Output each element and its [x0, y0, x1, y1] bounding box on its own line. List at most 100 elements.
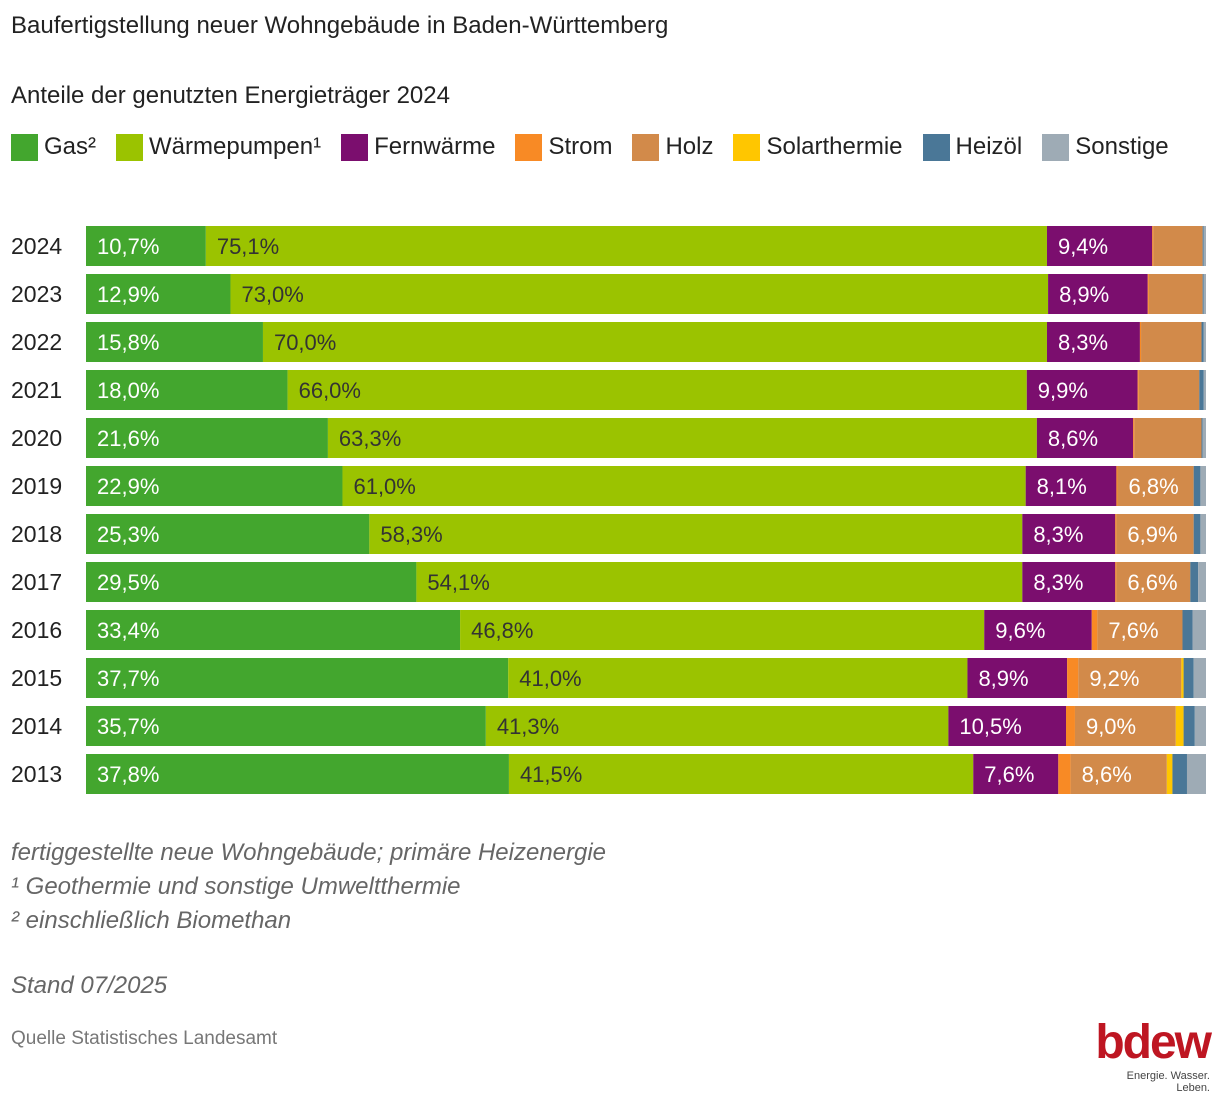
bar-segment	[1116, 514, 1194, 554]
bar-segment	[86, 706, 486, 746]
data-label: 61,0%	[353, 474, 415, 499]
logo-tagline: Energie. Wasser. Leben.	[1126, 1070, 1210, 1094]
footnote-scope: fertiggestellte neue Wohngebäude; primär…	[11, 839, 607, 866]
category-label: 2019	[11, 473, 62, 499]
bar-segment	[1194, 706, 1206, 746]
bar-segment	[1036, 418, 1134, 458]
legend-swatch	[116, 133, 144, 161]
bar-segment	[973, 754, 1059, 794]
bar-segment	[86, 754, 509, 794]
data-label: 41,5%	[520, 762, 582, 787]
bar-segment	[1115, 514, 1117, 554]
legend-swatch	[341, 133, 369, 161]
bar-segment	[1141, 322, 1202, 362]
legend-label: Wärmepumpen¹	[149, 133, 322, 160]
legend-item: Gas²	[11, 133, 96, 161]
bar-segment	[1183, 658, 1194, 698]
stacked-bar-chart: 2024 10,7% 75,1% 9,4% 2023 12,9% 73,0% 8,9% 2022…	[11, 226, 1206, 794]
bar-segment	[1046, 322, 1140, 362]
category-label: 2021	[11, 377, 62, 403]
data-label: 33,4%	[97, 618, 159, 643]
bar-segment	[1202, 226, 1204, 266]
legend-label: Holz	[665, 133, 714, 160]
data-label: 6,6%	[1127, 570, 1177, 595]
bar-segment	[1199, 370, 1204, 410]
legend-label: Fernwärme	[374, 133, 496, 160]
category-label: 2013	[11, 761, 62, 787]
data-label: 10,5%	[959, 714, 1021, 739]
legend-item: Heizöl	[922, 133, 1022, 161]
bar-segment	[1201, 418, 1203, 458]
bar-segment	[1116, 466, 1118, 506]
legend-item: Strom	[515, 133, 612, 161]
data-label: 8,9%	[978, 666, 1028, 691]
bdew-logo: bdew Energie. Wasser. Leben.	[1090, 1019, 1212, 1094]
category-label: 2022	[11, 329, 62, 355]
legend: Gas² Wärmepumpen¹ Fernwärme Strom Holz Solart…	[11, 133, 1201, 161]
bar-segment	[1192, 610, 1206, 650]
data-label: 10,7%	[97, 234, 159, 259]
data-label: 9,6%	[995, 618, 1045, 643]
bar-segment	[1166, 754, 1173, 794]
legend-label: Gas²	[44, 133, 97, 160]
data-label: 66,0%	[299, 378, 361, 403]
bar-segment	[369, 514, 1023, 554]
footnote-2: ² einschließlich Biomethan	[11, 907, 292, 934]
bar-segment	[1058, 754, 1071, 794]
bar-segment	[342, 466, 1026, 506]
bar-segment	[86, 418, 328, 458]
data-label: 29,5%	[97, 570, 159, 595]
bar-segment	[1115, 562, 1117, 602]
data-label: 41,0%	[519, 666, 581, 691]
bar-segment	[1203, 322, 1206, 362]
bar-segment	[1117, 466, 1194, 506]
bar-segment	[1153, 226, 1203, 266]
data-label: 37,7%	[97, 666, 159, 691]
bar-segment	[508, 754, 974, 794]
bar-segment	[508, 658, 968, 698]
data-label: 73,0%	[241, 282, 303, 307]
legend-swatch	[1042, 133, 1070, 161]
category-label: 2018	[11, 521, 62, 547]
bar-segment	[205, 226, 1047, 266]
bar-segment	[1172, 754, 1187, 794]
legend-item: Sonstige	[1042, 133, 1169, 161]
bar-segment	[460, 610, 985, 650]
category-label: 2016	[11, 617, 62, 643]
legend-swatch	[922, 133, 950, 161]
category-label: 2015	[11, 665, 62, 691]
data-label: 8,3%	[1033, 570, 1083, 595]
legend-item: Holz	[632, 133, 713, 161]
legend-label: Strom	[548, 133, 613, 160]
bar-segment	[1186, 754, 1206, 794]
legend-label: Solarthermie	[766, 133, 903, 160]
category-label: 2014	[11, 713, 62, 739]
category-label: 2024	[11, 233, 62, 259]
bar-segment	[1203, 226, 1206, 266]
legend-swatch	[632, 133, 660, 161]
bar-segment	[1183, 706, 1195, 746]
data-label: 54,1%	[427, 570, 489, 595]
bar-segment	[416, 562, 1023, 602]
bar-segment	[1203, 370, 1206, 410]
footnotes: fertiggestellte neue Wohngebäude; primär…	[11, 836, 606, 938]
data-label: 9,2%	[1089, 666, 1139, 691]
data-label: 58,3%	[380, 522, 442, 547]
category-label: 2023	[11, 281, 62, 307]
footnote-1: ¹ Geothermie und sonstige Umweltthermie	[11, 873, 461, 900]
data-label: 9,4%	[1058, 234, 1108, 259]
legend-swatch	[11, 133, 38, 161]
bar-segment	[1066, 706, 1075, 746]
bar-segment	[1198, 562, 1206, 602]
bar-segment	[1026, 370, 1138, 410]
bar-segment	[86, 274, 231, 314]
chart-subtitle: Anteile der genutzten Energieträger 2024	[11, 82, 450, 109]
bar-segment	[1200, 514, 1206, 554]
bar-segment	[1202, 418, 1206, 458]
bar-segment	[1203, 274, 1206, 314]
data-label: 8,3%	[1058, 330, 1108, 355]
data-label: 25,3%	[97, 522, 159, 547]
legend-item: Fernwärme	[341, 133, 495, 161]
bar-segment	[1148, 274, 1203, 314]
bar-segment	[1182, 610, 1193, 650]
